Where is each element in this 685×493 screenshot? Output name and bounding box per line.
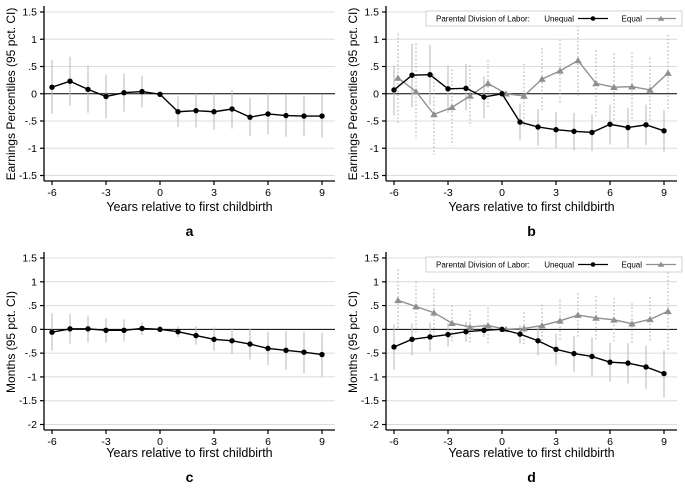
svg-text:1.5: 1.5 xyxy=(22,7,37,19)
svg-text:1.5: 1.5 xyxy=(22,253,37,265)
svg-text:6: 6 xyxy=(607,436,613,448)
svg-text:-3: -3 xyxy=(101,436,110,448)
svg-text:-2: -2 xyxy=(28,419,37,431)
svg-text:Parental Division of Labor:: Parental Division of Labor: xyxy=(436,15,530,24)
svg-text:1: 1 xyxy=(31,276,37,288)
panel-letter-b: b xyxy=(527,223,536,239)
svg-text:-3: -3 xyxy=(443,187,452,199)
svg-text:0: 0 xyxy=(31,88,37,100)
svg-text:Equal: Equal xyxy=(622,261,643,270)
svg-text:1: 1 xyxy=(373,276,379,288)
svg-text:-6: -6 xyxy=(47,436,56,448)
svg-text:0: 0 xyxy=(499,187,505,199)
svg-text:6: 6 xyxy=(265,436,271,448)
svg-text:-.5: -.5 xyxy=(25,116,37,128)
svg-text:.5: .5 xyxy=(370,61,379,73)
svg-text:-6: -6 xyxy=(389,187,398,199)
svg-text:0: 0 xyxy=(499,436,505,448)
svg-text:9: 9 xyxy=(319,436,325,448)
svg-text:3: 3 xyxy=(211,436,217,448)
svg-text:-1: -1 xyxy=(28,371,37,383)
svg-text:1: 1 xyxy=(373,34,379,46)
svg-text:-.5: -.5 xyxy=(367,348,379,360)
svg-text:3: 3 xyxy=(211,187,217,199)
svg-text:3: 3 xyxy=(553,436,559,448)
svg-text:1: 1 xyxy=(31,34,37,46)
svg-text:Unequal: Unequal xyxy=(544,261,574,270)
x-axis-label-d: Years relative to first childbirth xyxy=(448,446,615,460)
svg-text:Unequal: Unequal xyxy=(544,15,574,24)
panel-b: Earnings Percentiles (95 pct. CI) 1.5 1.5… xyxy=(342,0,685,246)
svg-text:1.5: 1.5 xyxy=(364,7,379,19)
svg-text:9: 9 xyxy=(661,436,667,448)
chart-a: 1.51.50-.5-1-1.5-6 -3 0 3 6 9 xyxy=(19,6,335,199)
svg-text:-1.5: -1.5 xyxy=(361,170,379,182)
x-axis-label-a: Years relative to first childbirth xyxy=(106,200,273,214)
chart-c: 1.51.50-.5-1-1.5-2-6 -3 0 3 6 9 xyxy=(19,252,335,448)
svg-text:0: 0 xyxy=(373,324,379,336)
svg-text:-1.5: -1.5 xyxy=(19,170,37,182)
svg-text:1.5: 1.5 xyxy=(364,253,379,265)
svg-text:3: 3 xyxy=(553,187,559,199)
svg-text:.5: .5 xyxy=(28,300,37,312)
svg-text:-1: -1 xyxy=(370,143,379,155)
svg-text:-2: -2 xyxy=(370,419,379,431)
svg-text:0: 0 xyxy=(157,436,163,448)
panel-letter-c: c xyxy=(185,469,194,485)
svg-text:-.5: -.5 xyxy=(367,116,379,128)
panel-a: Earnings Percentiles (95 pct. CI) 1.5 1.5… xyxy=(0,0,342,246)
svg-text:Parental Division of Labor:: Parental Division of Labor: xyxy=(436,261,530,270)
svg-text:-1.5: -1.5 xyxy=(361,395,379,407)
svg-text:.5: .5 xyxy=(370,300,379,312)
panel-letter-a: a xyxy=(185,223,194,239)
svg-text:9: 9 xyxy=(319,187,325,199)
svg-text:.5: .5 xyxy=(28,61,37,73)
svg-text:9: 9 xyxy=(661,187,667,199)
panel-c: Months (95 pct. CI) 1.5 1.5 0 -.5 -1 -1.5 -2 -6… xyxy=(0,246,342,493)
svg-text:0: 0 xyxy=(31,324,37,336)
svg-text:-1: -1 xyxy=(370,371,379,383)
svg-text:-.5: -.5 xyxy=(25,348,37,360)
svg-text:6: 6 xyxy=(607,187,613,199)
panel-d: Months (95 pct. CI) 1.5 1.5 0 -.5 -1 -1.5 -2 -6… xyxy=(342,246,685,493)
svg-text:-3: -3 xyxy=(101,187,110,199)
svg-text:-1: -1 xyxy=(28,143,37,155)
svg-text:0: 0 xyxy=(373,88,379,100)
svg-text:0: 0 xyxy=(157,187,163,199)
svg-text:6: 6 xyxy=(265,187,271,199)
x-axis-label-c: Years relative to first childbirth xyxy=(106,446,273,460)
x-axis-label-b: Years relative to first childbirth xyxy=(448,200,615,214)
svg-text:Equal: Equal xyxy=(622,15,643,24)
svg-text:-3: -3 xyxy=(443,436,452,448)
svg-text:-6: -6 xyxy=(47,187,56,199)
panel-letter-d: d xyxy=(527,469,536,485)
svg-text:-6: -6 xyxy=(389,436,398,448)
svg-text:-1.5: -1.5 xyxy=(19,395,37,407)
